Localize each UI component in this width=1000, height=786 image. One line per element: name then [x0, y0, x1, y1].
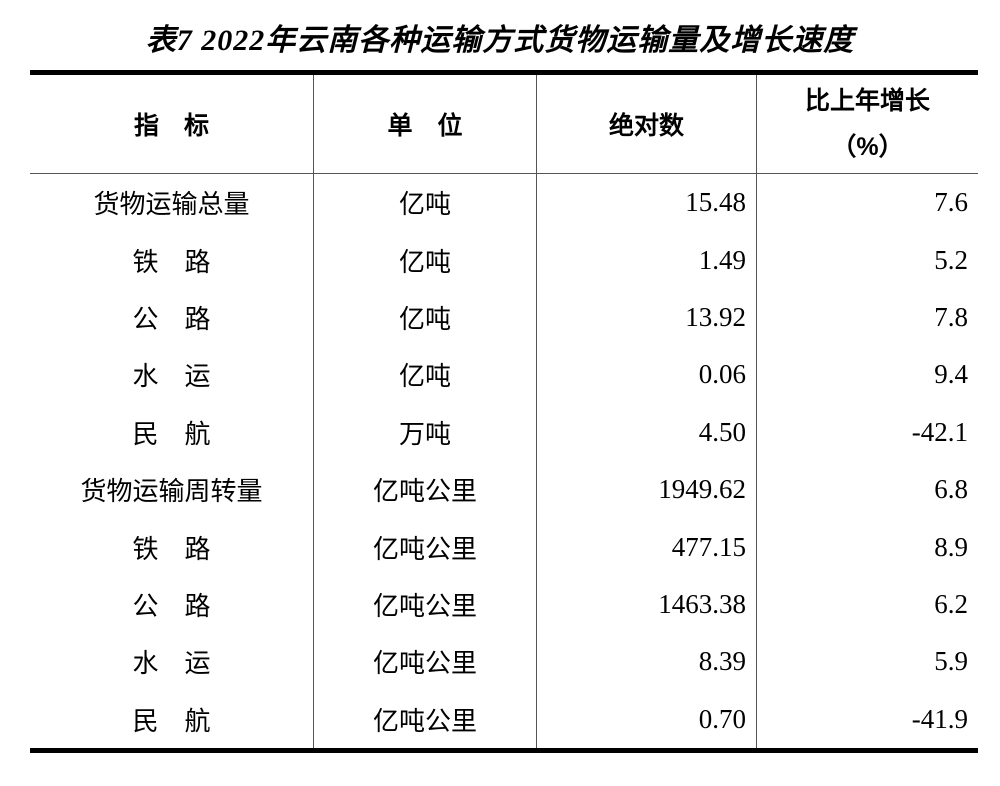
cell-absolute: 1949.62	[537, 460, 757, 519]
table-row: 公 路 亿吨 13.92 7.8	[30, 288, 978, 347]
cell-growth: 5.9	[934, 646, 968, 677]
cell-indicator: 公 路	[30, 575, 314, 634]
cell-indicator: 铁 路	[30, 231, 314, 289]
cell-absolute: 0.06	[537, 346, 757, 404]
cell-indicator: 货物运输总量	[30, 174, 314, 232]
header-growth-line1: 比上年增长	[804, 87, 930, 115]
table-row: 铁 路 亿吨公里 477.15 8.9	[30, 518, 978, 576]
cell-indicator: 公 路	[30, 288, 314, 347]
cell-absolute: 15.48	[537, 174, 757, 232]
cell-indicator: 民 航	[30, 403, 314, 461]
table-row: 货物运输周转量 亿吨公里 1949.62 6.8	[30, 460, 978, 519]
cell-growth: 9.4	[934, 359, 968, 390]
table-row: 公 路 亿吨公里 1463.38 6.2	[30, 575, 978, 634]
cell-indicator: 铁 路	[30, 518, 314, 576]
freight-table: 指 标 单 位 绝对数 比上年增长 （%） 货物运输总量 亿吨 15.48 7.…	[30, 70, 978, 753]
cell-unit: 亿吨	[314, 288, 537, 347]
cell-indicator: 民 航	[30, 690, 314, 748]
cell-absolute: 8.39	[537, 633, 757, 691]
cell-growth: 6.8	[934, 474, 968, 505]
cell-growth: 8.9	[934, 531, 968, 562]
cell-growth: -42.1	[911, 416, 968, 447]
table-row: 货物运输总量 亿吨 15.48 7.6	[30, 174, 978, 232]
cell-growth: 7.8	[934, 301, 968, 332]
cell-indicator: 水 运	[30, 633, 314, 691]
cell-unit: 万吨	[314, 403, 537, 461]
table-row: 铁 路 亿吨 1.49 5.2	[30, 231, 978, 289]
header-growth: 比上年增长 （%）	[757, 75, 978, 173]
cell-unit: 亿吨公里	[314, 518, 537, 576]
cell-unit: 亿吨	[314, 174, 537, 232]
cell-unit: 亿吨公里	[314, 575, 537, 634]
header-growth-line2: （%）	[831, 133, 904, 161]
cell-absolute: 1463.38	[537, 575, 757, 634]
cell-growth: -41.9	[911, 703, 968, 734]
table-header-row: 指 标 单 位 绝对数 比上年增长 （%）	[30, 75, 978, 174]
cell-unit: 亿吨公里	[314, 633, 537, 691]
cell-unit: 亿吨公里	[314, 460, 537, 519]
table-body: 货物运输总量 亿吨 15.48 7.6 铁 路 亿吨 1.49 5.2 公 路 …	[30, 174, 978, 748]
cell-growth: 6.2	[934, 588, 968, 619]
cell-absolute: 4.50	[537, 403, 757, 461]
table-row: 水 运 亿吨 0.06 9.4	[30, 346, 978, 404]
table-title: 表7 2022年云南各种运输方式货物运输量及增长速度	[145, 24, 855, 57]
cell-indicator: 货物运输周转量	[30, 460, 314, 519]
cell-unit: 亿吨	[314, 231, 537, 289]
cell-unit: 亿吨	[314, 346, 537, 404]
table-row: 水 运 亿吨公里 8.39 5.9	[30, 633, 978, 691]
cell-absolute: 477.15	[537, 518, 757, 576]
header-unit: 单 位	[314, 75, 537, 173]
cell-absolute: 13.92	[537, 288, 757, 347]
cell-unit: 亿吨公里	[314, 690, 537, 748]
cell-growth: 7.6	[934, 187, 968, 218]
header-indicator: 指 标	[30, 75, 314, 173]
cell-absolute: 0.70	[537, 690, 757, 748]
cell-growth: 5.2	[934, 244, 968, 275]
header-absolute: 绝对数	[537, 75, 757, 173]
table-row: 民 航 亿吨公里 0.70 -41.9	[30, 690, 978, 748]
table-row: 民 航 万吨 4.50 -42.1	[30, 403, 978, 461]
cell-absolute: 1.49	[537, 231, 757, 289]
cell-indicator: 水 运	[30, 346, 314, 404]
